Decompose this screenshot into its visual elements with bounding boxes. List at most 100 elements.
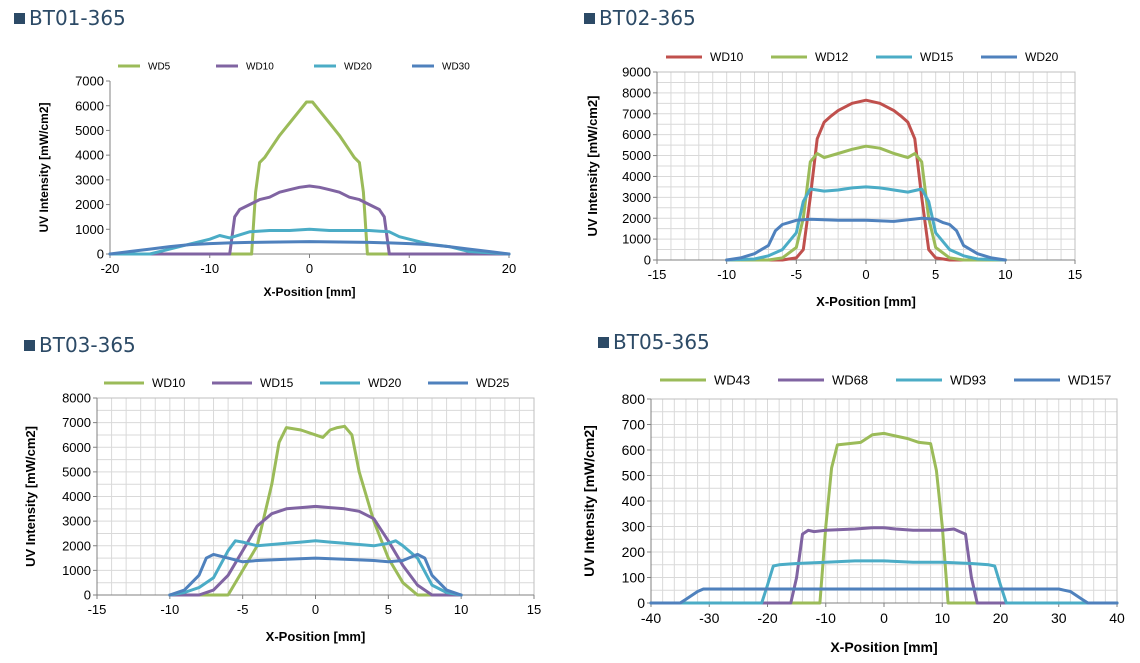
series-line-wd20 — [725, 216, 1007, 262]
y-tick-label: 4000 — [75, 148, 104, 163]
y-tick-label: 100 — [622, 569, 646, 585]
x-tick-label: -30 — [699, 610, 719, 626]
chart-bt02: 0 1000 2000 3000 4000 5000 6000 7000 8000 9000 -15… — [585, 50, 1082, 309]
x-tick-label: -10 — [717, 267, 736, 282]
series-line-wd15 — [725, 185, 1007, 262]
x-tick-label: -5 — [791, 267, 803, 282]
y-tick-label: 700 — [622, 416, 646, 432]
y-tick-label: 300 — [622, 518, 646, 534]
legend-label: WD20 — [368, 376, 402, 390]
y-tick-label: 2000 — [75, 197, 104, 212]
series-line-wd12 — [725, 144, 1007, 262]
x-tick-label: -20 — [757, 610, 777, 626]
y-axis-label: UV Intensity [mW/cm2] — [585, 96, 600, 237]
series-line-wd25 — [168, 552, 463, 597]
x-tick-label: 0 — [306, 261, 313, 276]
title-marker-icon — [598, 336, 609, 348]
legend-label: WD20 — [1025, 50, 1059, 64]
chart-title-bt01: BT01-365 — [14, 6, 126, 30]
y-tick-label: 2000 — [62, 538, 91, 553]
y-tick-label: 7000 — [622, 106, 651, 121]
x-axis-label: X-Position [mm] — [816, 294, 916, 309]
y-tick-label: 7000 — [75, 74, 104, 89]
legend-label: WD10 — [246, 62, 274, 73]
x-axis-label: X-Position [mm] — [264, 285, 356, 299]
y-tick-label: 600 — [622, 442, 646, 458]
y-tick-label: 6000 — [62, 440, 91, 455]
y-tick-label: 800 — [622, 391, 646, 407]
series-line-wd10 — [168, 424, 463, 597]
legend-label: WD20 — [344, 62, 372, 73]
x-tick-label: -15 — [88, 602, 107, 617]
y-tick-label: 3000 — [62, 514, 91, 529]
title-marker-icon — [584, 12, 595, 24]
x-tick-label: 10 — [934, 610, 950, 626]
x-tick-label: 15 — [1068, 267, 1082, 282]
y-tick-label: 4000 — [622, 169, 651, 184]
y-tick-label: 200 — [622, 544, 646, 560]
legend-label: WD10 — [710, 50, 744, 64]
legend-label: WD43 — [714, 373, 750, 388]
y-axis-label: UV Intensity [mW/cm2] — [37, 102, 51, 232]
series-line-wd15 — [168, 504, 463, 597]
series-line-wd93 — [649, 559, 1119, 605]
legend-label: WD10 — [152, 376, 186, 390]
y-tick-label: 7000 — [62, 415, 91, 430]
legend-label: WD93 — [950, 373, 986, 388]
legend-label: WD15 — [920, 50, 954, 64]
plot-area: 0 100 200 300 400 500 600 700 800 -40 -30 -20 -10 0 10… — [581, 373, 1125, 655]
x-tick-label: -5 — [237, 602, 249, 617]
legend-label: WD157 — [1068, 373, 1111, 388]
chart-bt01: 0 1000 2000 3000 4000 5000 6000 7000 -20 -10 0 10 20… — [37, 62, 516, 300]
x-tick-label: 10 — [402, 261, 416, 276]
y-tick-label: 3000 — [75, 172, 104, 187]
plot-area: 0 1000 2000 3000 4000 5000 6000 7000 8000 -15 -10 -… — [23, 376, 541, 644]
plot-area: 0 1000 2000 3000 4000 5000 6000 7000 -20 -10 0 10 20… — [37, 62, 516, 300]
y-tick-label: 0 — [97, 247, 104, 262]
title-marker-icon — [24, 339, 35, 351]
x-tick-label: 40 — [1109, 610, 1125, 626]
series-line-wd30 — [108, 240, 511, 256]
y-tick-label: 5000 — [622, 148, 651, 163]
x-tick-label: 10 — [454, 602, 468, 617]
series-line-wd5 — [108, 100, 511, 256]
chart-title-bt02: BT02-365 — [584, 6, 696, 30]
y-axis-label: UV Intensity [mW/cm2] — [581, 425, 597, 577]
x-axis-label: X-Position [mm] — [830, 639, 937, 655]
x-tick-label: -10 — [160, 602, 179, 617]
series-line-wd20 — [108, 227, 511, 256]
x-tick-label: -10 — [816, 610, 836, 626]
legend-label: WD30 — [442, 62, 470, 73]
y-tick-label: 5000 — [75, 123, 104, 138]
series-line-wd43 — [649, 431, 1119, 605]
y-tick-label: 4000 — [62, 489, 91, 504]
x-tick-label: 0 — [312, 602, 319, 617]
y-tick-label: 8000 — [622, 85, 651, 100]
legend-label: WD12 — [815, 50, 849, 64]
y-tick-label: 1000 — [62, 563, 91, 578]
series-line-wd10 — [108, 184, 511, 256]
plot-area: 0 1000 2000 3000 4000 5000 6000 7000 8000 9000 -15… — [585, 50, 1082, 309]
x-tick-label: 5 — [932, 267, 939, 282]
y-tick-label: 500 — [622, 467, 646, 483]
legend-label: WD15 — [260, 376, 294, 390]
series-line-wd157 — [649, 587, 1119, 605]
x-tick-label: -40 — [641, 610, 661, 626]
series-line-wd20 — [168, 539, 463, 597]
y-tick-label: 0 — [637, 595, 645, 611]
y-axis-label: UV Intensity [mW/cm2] — [23, 426, 38, 567]
x-tick-label: 20 — [993, 610, 1009, 626]
x-tick-label: 10 — [998, 267, 1012, 282]
x-tick-label: 5 — [385, 602, 392, 617]
y-tick-label: 0 — [84, 588, 91, 603]
y-tick-label: 2000 — [622, 211, 651, 226]
chart-title-bt05: BT05-365 — [598, 330, 710, 354]
y-tick-label: 0 — [644, 253, 651, 268]
x-tick-label: 0 — [880, 610, 888, 626]
series-line-wd68 — [649, 526, 1119, 605]
y-tick-label: 8000 — [62, 391, 91, 406]
y-tick-label: 9000 — [622, 65, 651, 80]
y-tick-label: 6000 — [622, 127, 651, 142]
y-tick-label: 6000 — [75, 98, 104, 113]
